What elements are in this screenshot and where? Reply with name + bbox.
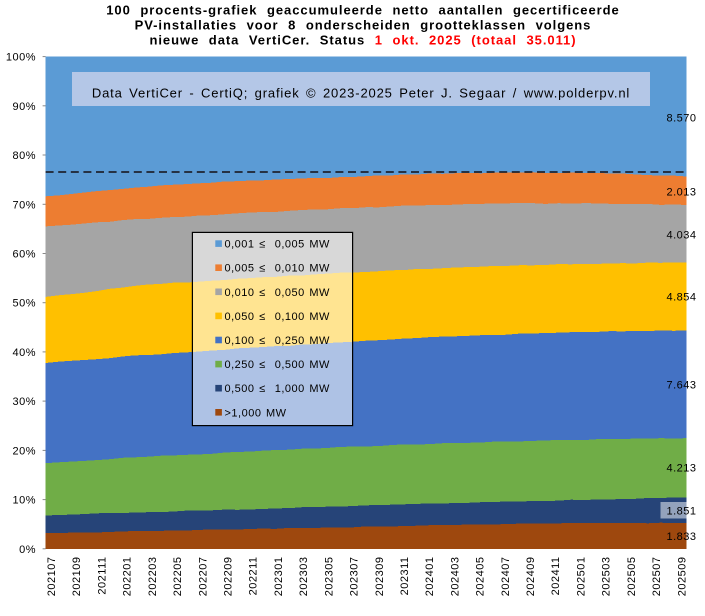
svg-text:202307: 202307	[349, 557, 361, 597]
svg-text:202401: 202401	[424, 557, 436, 597]
svg-text:40%: 40%	[12, 347, 36, 359]
svg-text:8.570: 8.570	[666, 113, 696, 125]
svg-text:202303: 202303	[298, 557, 310, 597]
svg-text:0,010 ≤ 0,050 MW: 0,010 ≤ 0,050 MW	[225, 287, 330, 299]
svg-text:0,001 ≤ 0,005 MW: 0,001 ≤ 0,005 MW	[225, 239, 330, 251]
svg-text:10%: 10%	[12, 495, 36, 507]
svg-text:202203: 202203	[147, 557, 159, 597]
svg-text:>1,000 MW: >1,000 MW	[225, 407, 287, 419]
svg-text:4.854: 4.854	[666, 292, 696, 304]
svg-text:30%: 30%	[12, 396, 36, 408]
svg-text:202111: 202111	[96, 557, 108, 595]
svg-text:1.851: 1.851	[666, 505, 696, 517]
svg-text:202507: 202507	[651, 557, 663, 597]
svg-text:7.643: 7.643	[666, 380, 696, 392]
svg-text:50%: 50%	[12, 298, 36, 310]
svg-text:2.013: 2.013	[666, 187, 696, 199]
svg-text:202211: 202211	[248, 557, 260, 596]
svg-text:202309: 202309	[374, 557, 386, 597]
svg-text:0,250 ≤ 0,500 MW: 0,250 ≤ 0,500 MW	[225, 359, 330, 371]
svg-text:90%: 90%	[12, 101, 36, 113]
svg-text:nieuwe data VertiCer. Status 1: nieuwe data VertiCer. Status 1 okt. 2025…	[149, 32, 576, 47]
svg-text:202405: 202405	[475, 557, 487, 597]
svg-text:202201: 202201	[122, 557, 134, 597]
svg-text:202411: 202411	[550, 557, 562, 596]
svg-text:100 procents-grafiek geaccumul: 100 procents-grafiek geaccumuleerde nett…	[106, 3, 619, 18]
svg-text:202205: 202205	[172, 557, 184, 597]
svg-text:202301: 202301	[273, 557, 285, 597]
svg-text:80%: 80%	[12, 150, 36, 162]
svg-text:70%: 70%	[12, 199, 36, 211]
svg-text:202503: 202503	[601, 557, 613, 597]
svg-text:202409: 202409	[525, 557, 537, 597]
svg-text:202305: 202305	[323, 557, 335, 597]
svg-text:Data VertiCer - CertiQ; grafie: Data VertiCer - CertiQ; grafiek © 2023-2…	[92, 86, 630, 101]
svg-text:0,050 ≤ 0,100 MW: 0,050 ≤ 0,100 MW	[225, 311, 330, 323]
svg-text:202109: 202109	[71, 557, 83, 597]
svg-text:0,100 ≤ 0,250 MW: 0,100 ≤ 0,250 MW	[225, 335, 330, 347]
svg-text:202403: 202403	[449, 557, 461, 597]
svg-text:PV-installaties voor 8 ondersc: PV-installaties voor 8 onderscheiden gro…	[135, 17, 592, 32]
svg-text:202505: 202505	[626, 557, 638, 597]
svg-text:60%: 60%	[12, 249, 36, 261]
svg-text:202311: 202311	[399, 557, 411, 596]
svg-text:0,005 ≤ 0,010 MW: 0,005 ≤ 0,010 MW	[225, 263, 330, 275]
svg-text:1.833: 1.833	[666, 531, 696, 543]
svg-text:4.034: 4.034	[666, 229, 696, 241]
svg-text:202209: 202209	[223, 557, 235, 597]
svg-text:0,500 ≤ 1,000 MW: 0,500 ≤ 1,000 MW	[225, 383, 330, 395]
svg-text:202501: 202501	[576, 557, 588, 597]
svg-text:202509: 202509	[676, 557, 688, 597]
svg-text:202407: 202407	[500, 557, 512, 597]
svg-text:4.213: 4.213	[666, 463, 696, 475]
svg-text:20%: 20%	[12, 445, 36, 457]
svg-text:0%: 0%	[19, 544, 36, 556]
svg-text:202107: 202107	[46, 557, 58, 597]
svg-text:100%: 100%	[6, 52, 36, 64]
svg-text:202207: 202207	[197, 557, 209, 597]
